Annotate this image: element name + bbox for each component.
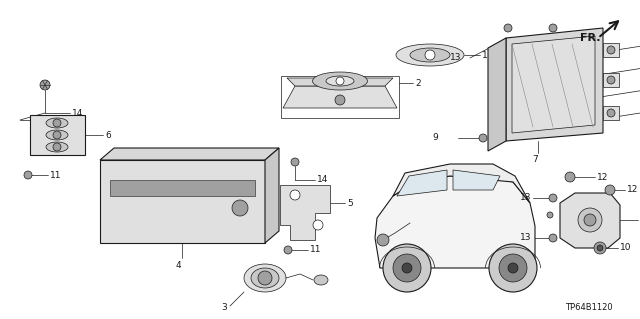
Circle shape — [383, 244, 431, 292]
Ellipse shape — [314, 275, 328, 285]
Polygon shape — [488, 38, 506, 151]
Polygon shape — [280, 185, 330, 240]
Text: TP64B1120: TP64B1120 — [565, 303, 612, 313]
Text: 14: 14 — [317, 175, 328, 184]
Circle shape — [549, 24, 557, 32]
Circle shape — [232, 200, 248, 216]
Circle shape — [565, 172, 575, 182]
Bar — [30, 115, 85, 155]
Text: 9: 9 — [432, 133, 438, 143]
Ellipse shape — [46, 142, 68, 152]
Circle shape — [53, 119, 61, 127]
Bar — [100, 160, 265, 243]
Ellipse shape — [46, 118, 68, 128]
Polygon shape — [506, 28, 603, 141]
Ellipse shape — [326, 76, 354, 86]
Circle shape — [549, 234, 557, 242]
Circle shape — [40, 80, 50, 90]
Ellipse shape — [244, 264, 286, 292]
Text: 11: 11 — [310, 246, 321, 255]
Polygon shape — [283, 86, 397, 108]
Ellipse shape — [396, 44, 464, 66]
Circle shape — [607, 46, 615, 54]
Circle shape — [290, 190, 300, 200]
Circle shape — [291, 158, 299, 166]
Polygon shape — [603, 43, 619, 57]
Circle shape — [597, 245, 603, 251]
Text: 10: 10 — [620, 243, 632, 253]
Polygon shape — [512, 36, 595, 133]
Circle shape — [24, 171, 32, 179]
Polygon shape — [393, 164, 530, 203]
Ellipse shape — [312, 72, 367, 90]
Text: 13: 13 — [450, 54, 461, 63]
Text: 13: 13 — [520, 234, 531, 242]
Circle shape — [605, 185, 615, 195]
Circle shape — [607, 109, 615, 117]
Circle shape — [393, 254, 421, 282]
Text: 5: 5 — [347, 198, 353, 207]
Text: 6: 6 — [105, 130, 111, 139]
Circle shape — [504, 24, 512, 32]
Circle shape — [489, 244, 537, 292]
Text: 12: 12 — [627, 186, 638, 195]
Ellipse shape — [251, 268, 279, 288]
Text: 12: 12 — [597, 173, 609, 182]
Circle shape — [53, 143, 61, 151]
Circle shape — [425, 50, 435, 60]
Circle shape — [336, 77, 344, 85]
Circle shape — [53, 131, 61, 139]
Text: 7: 7 — [532, 155, 538, 164]
Circle shape — [313, 220, 323, 230]
Circle shape — [284, 246, 292, 254]
Polygon shape — [375, 176, 535, 268]
Text: 1: 1 — [482, 50, 488, 60]
Circle shape — [584, 214, 596, 226]
Polygon shape — [397, 170, 447, 196]
Circle shape — [258, 271, 272, 285]
Circle shape — [335, 95, 345, 105]
Circle shape — [402, 263, 412, 273]
Circle shape — [547, 212, 553, 218]
Text: 13: 13 — [520, 194, 531, 203]
Text: 4: 4 — [175, 261, 181, 270]
Circle shape — [508, 263, 518, 273]
Polygon shape — [603, 73, 619, 87]
Text: FR.: FR. — [580, 33, 600, 43]
Circle shape — [549, 194, 557, 202]
Polygon shape — [560, 193, 620, 248]
Polygon shape — [603, 106, 619, 120]
Ellipse shape — [46, 130, 68, 140]
Circle shape — [377, 234, 389, 246]
Circle shape — [479, 134, 487, 142]
Circle shape — [578, 208, 602, 232]
Text: 14: 14 — [72, 108, 83, 117]
Text: 3: 3 — [221, 303, 227, 313]
Polygon shape — [100, 148, 279, 160]
Ellipse shape — [410, 48, 450, 62]
Bar — [110, 180, 255, 196]
Polygon shape — [287, 78, 393, 86]
Bar — [281, 76, 399, 118]
Circle shape — [594, 242, 606, 254]
Polygon shape — [265, 148, 279, 243]
Circle shape — [607, 76, 615, 84]
Text: 11: 11 — [50, 170, 61, 180]
Text: 2: 2 — [415, 78, 420, 87]
Polygon shape — [453, 170, 500, 190]
Circle shape — [499, 254, 527, 282]
